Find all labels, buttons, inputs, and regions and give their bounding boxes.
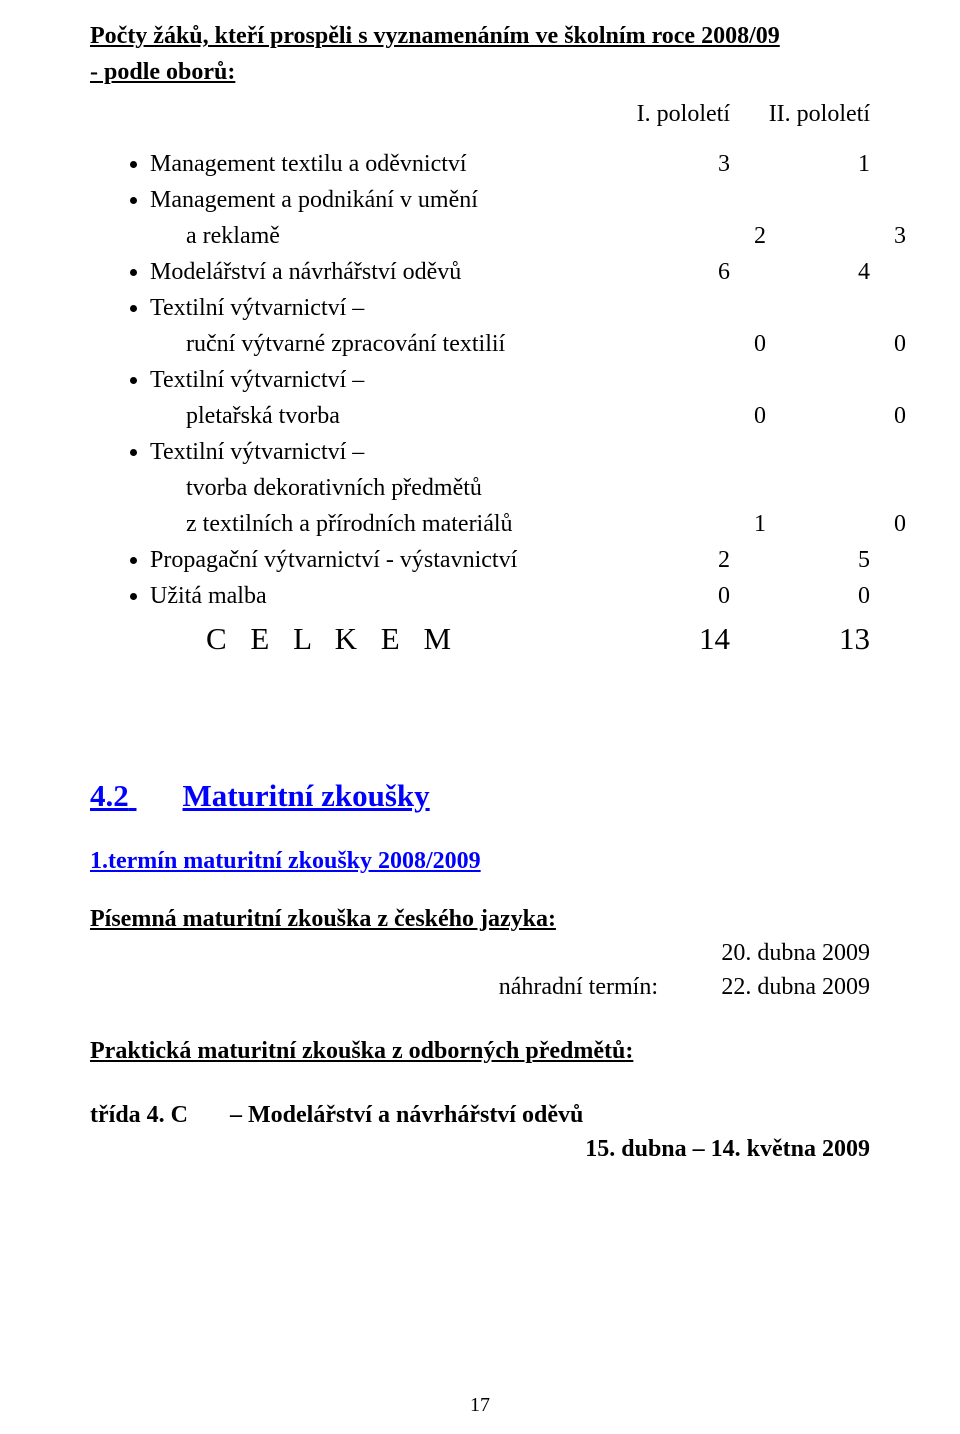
- page-number: 17: [0, 1390, 960, 1420]
- class-date-value: 15. dubna – 14. května 2009: [430, 1131, 870, 1167]
- row-c1: 0: [626, 398, 766, 434]
- honors-list: Management textilu a oděvnictví 3 1 Mana…: [90, 146, 870, 614]
- col1-header: I. pololetí: [590, 96, 730, 132]
- row-sublabel: pletařská tvorba: [186, 398, 626, 434]
- written-date-2: náhradní termín: 22. dubna 2009: [90, 969, 870, 1005]
- row-label: Textilní výtvarnictví –: [150, 434, 870, 470]
- section-heading: 4.2 Maturitní zkoušky: [90, 773, 870, 820]
- row-c1: 3: [590, 146, 730, 182]
- page: Počty žáků, kteří prospěli s vyznamenání…: [0, 0, 960, 1434]
- date-value: 20. dubna 2009: [670, 935, 870, 971]
- row-c2: 1: [730, 146, 870, 182]
- row-c2: 3: [766, 218, 906, 254]
- row-c1: 0: [590, 578, 730, 614]
- row-c2: 0: [766, 506, 906, 542]
- date-value: 22. dubna 2009: [670, 969, 870, 1005]
- row-label: Management textilu a oděvnictví: [150, 146, 590, 182]
- row-c1: 6: [590, 254, 730, 290]
- subsection-heading: 1.termín maturitní zkoušky 2008/2009: [90, 843, 870, 879]
- row-label: Textilní výtvarnictví –: [150, 362, 870, 398]
- title-line-2: - podle oborů:: [90, 54, 870, 90]
- col2-header: II. pololetí: [730, 96, 870, 132]
- class-desc: – Modelářství a návrhářství oděvů: [230, 1097, 870, 1133]
- class-row: třída 4. C – Modelářství a návrhářství o…: [90, 1097, 870, 1133]
- row-label: Management a podnikání v umění: [150, 182, 870, 218]
- total-c2: 13: [730, 616, 870, 663]
- row-c1: 2: [626, 218, 766, 254]
- row-sublabel: z textilních a přírodních materiálů: [186, 506, 626, 542]
- written-date-1: 20. dubna 2009: [90, 935, 870, 971]
- date-label: náhradní termín:: [378, 969, 658, 1005]
- row-c1: 1: [626, 506, 766, 542]
- row-sublabel: tvorba dekorativních předmětů: [186, 470, 906, 506]
- row-sublabel: ruční výtvarné zpracování textilií: [186, 326, 626, 362]
- row-c2: 4: [730, 254, 870, 290]
- section-title: Maturitní zkoušky: [183, 778, 430, 813]
- total-row: C E L K E M 14 13: [90, 616, 870, 663]
- row-c2: 5: [730, 542, 870, 578]
- class-date-row: 15. dubna – 14. května 2009: [90, 1131, 870, 1167]
- row-label: Užitá malba: [150, 578, 590, 614]
- row-c2: 0: [730, 578, 870, 614]
- date-label: [378, 935, 658, 971]
- practical-exam-heading: Praktická maturitní zkouška z odborných …: [90, 1033, 870, 1069]
- total-c1: 14: [590, 616, 730, 663]
- written-exam-heading: Písemná maturitní zkouška z českého jazy…: [90, 901, 870, 937]
- row-c2: 0: [766, 398, 906, 434]
- total-label: C E L K E M: [206, 616, 590, 663]
- row-c1: 2: [590, 542, 730, 578]
- column-headers: I. pololetí II. pololetí: [90, 96, 870, 132]
- row-c1: 0: [626, 326, 766, 362]
- row-sublabel: a reklamě: [186, 218, 626, 254]
- section-number: 4.2: [90, 778, 129, 813]
- class-label: třída 4. C: [90, 1097, 230, 1133]
- row-label: Modelářství a návrhářství oděvů: [150, 254, 590, 290]
- row-c2: 0: [766, 326, 906, 362]
- row-label: Textilní výtvarnictví –: [150, 290, 870, 326]
- row-label: Propagační výtvarnictví - výstavnictví: [150, 542, 590, 578]
- title-line-1: Počty žáků, kteří prospěli s vyznamenání…: [90, 18, 870, 54]
